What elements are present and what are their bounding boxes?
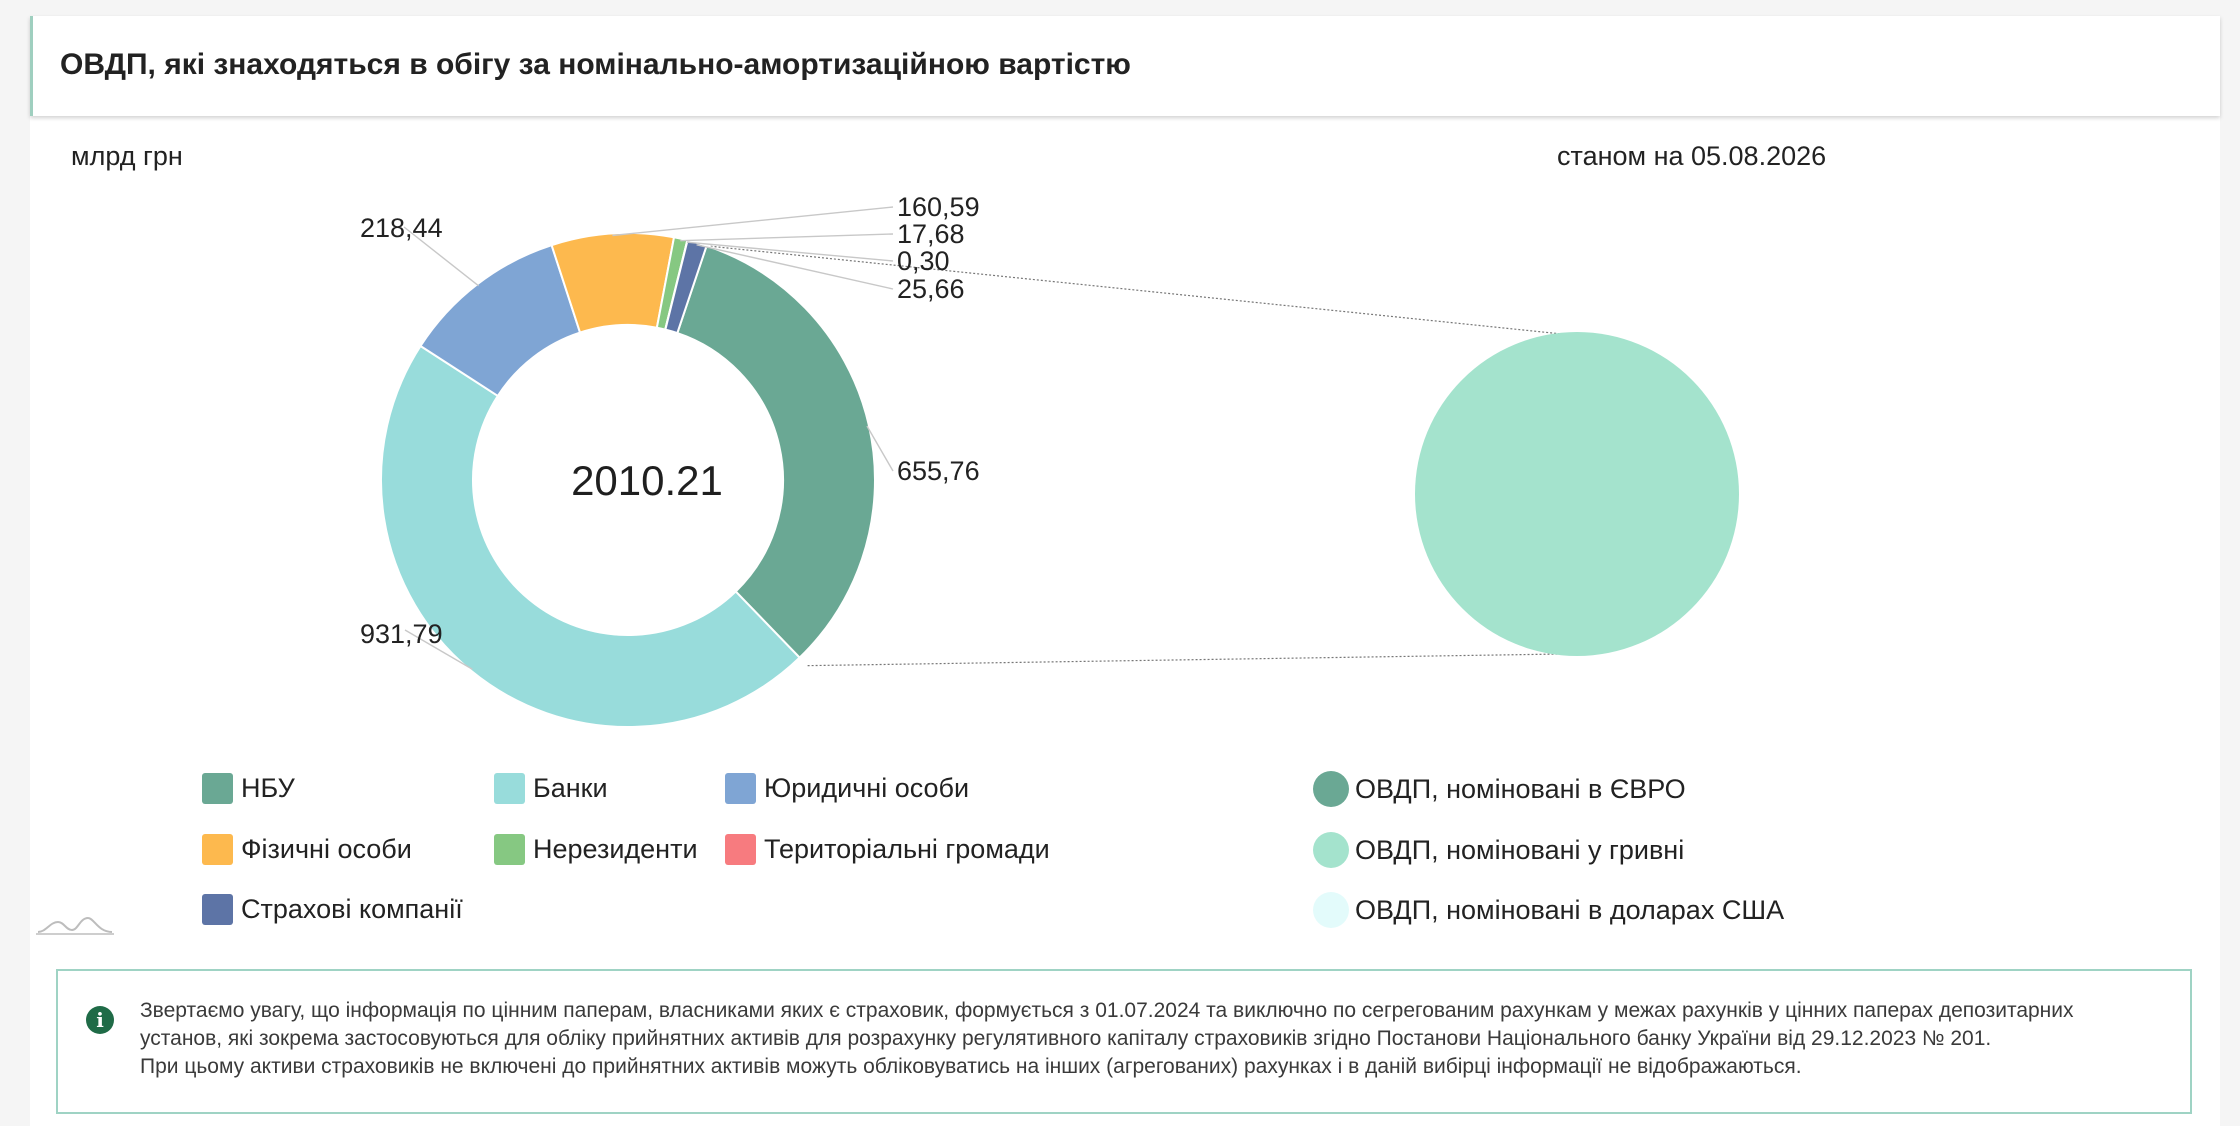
notice-line: установ, які зокрема застосовуються для … [140,1027,1992,1050]
legend-label: Юридичні особи [764,773,970,803]
notice-line: Звертаємо увагу, що інформація по цінним… [140,999,2074,1022]
leader-line-1 [404,629,473,670]
leader-line-2 [403,226,480,287]
legend-item-nonresidents[interactable]: Нерезиденти [494,834,698,865]
notice-box: i Звертаємо увагу, що інформація по цінн… [56,969,2192,1114]
legend-label: ОВДП, номіновані в ЄВРО [1355,773,1686,804]
legend-item-territorial-communities[interactable]: Територіальні громади [725,834,1050,865]
leader-line-3 [612,206,894,237]
legend-swatch [202,834,233,865]
legend-label: ОВДП, номіновані у гривні [1355,834,1685,865]
legend-item-legal-entities[interactable]: Юридичні особи [725,773,969,804]
donut-slice-1 [380,344,802,728]
leader-line-4 [680,233,894,242]
legend-item-uah[interactable]: ОВДП, номіновані у гривні [1313,832,1684,868]
legend-label: Нерезиденти [533,834,698,864]
legend-swatch [494,834,525,865]
legend-swatch [725,834,756,865]
data-label-4: 17,68 [897,219,965,249]
donut-slice-0 [676,244,876,660]
notice-line: При цьому активи страховиків не включені… [140,1055,1802,1078]
donut-center-label: 2010.21 [571,457,723,504]
legend-item-nbu[interactable]: НБУ [202,773,295,804]
chart-header: ОВДП, які знаходяться в обігу за номінал… [30,16,2220,116]
legend-swatch [494,773,525,804]
leader-line-0 [866,425,894,472]
data-label-1: 931,79 [360,619,443,649]
legend-label: ОВДП, номіновані в доларах США [1355,894,1785,925]
unit-label: млрд грн [71,141,183,171]
legend-swatch [1313,832,1349,868]
data-label-0: 655,76 [897,456,980,486]
legend-item-banks[interactable]: Банки [494,773,608,804]
legend-label: Територіальні громади [764,834,1050,864]
legend-swatch [725,773,756,804]
watermark-logo-icon [36,916,114,935]
legend-swatch [1313,892,1349,928]
legend-label: Банки [533,773,608,803]
data-label-3: 160,59 [897,192,980,222]
data-label-2: 218,44 [360,213,443,243]
info-icon: i [86,1006,114,1034]
data-label-6: 25,66 [897,274,965,304]
leader-line-5 [686,241,894,262]
legend-item-euro[interactable]: ОВДП, номіновані в ЄВРО [1313,771,1686,807]
chart-card [30,16,2220,1126]
donut-slice-6 [664,239,708,335]
leader-line-6 [696,244,894,290]
side-pie-slice-1 [1415,332,1739,656]
date-label: станом на 05.08.2026 [1557,141,1827,171]
page-title: ОВДП, які знаходяться в обігу за номінал… [60,48,1131,81]
legend-label: НБУ [241,773,295,803]
legend-label: Фізичні особи [241,834,412,864]
legend-swatch [202,773,233,804]
connector-line-bottom [807,653,1563,667]
legend-item-usd[interactable]: ОВДП, номіновані в доларах США [1313,892,1784,928]
legend-item-insurance-companies[interactable]: Страхові компанії [202,894,463,925]
notice-text: Звертаємо увагу, що інформація по цінним… [140,997,2160,1081]
data-label-5: 0,30 [897,246,950,276]
legend-swatch [1313,771,1349,807]
legend-item-individuals[interactable]: Фізичні особи [202,834,412,865]
legend-swatch [202,894,233,925]
legend-label: Страхові компанії [241,894,463,924]
connector-line-top [706,245,1563,335]
